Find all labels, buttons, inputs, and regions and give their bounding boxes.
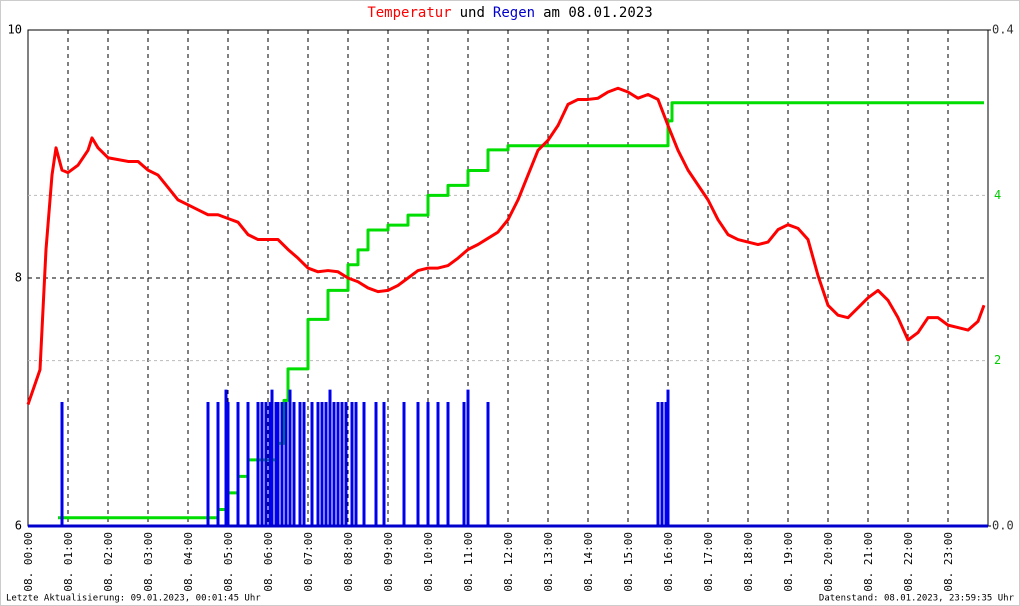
y-tick-label: 8: [15, 271, 22, 285]
x-tick-label: 08. 02:00: [102, 532, 115, 592]
x-tick-label: 08. 09:00: [382, 532, 395, 592]
x-tick-label: 08. 18:00: [742, 532, 755, 592]
x-tick-label: 08. 21:00: [862, 532, 875, 592]
x-tick-label: 08. 15:00: [622, 532, 635, 592]
title-part: Temperatur: [367, 5, 451, 21]
x-tick-label: 08. 23:00: [942, 532, 955, 592]
y3-tick-label: 0.4: [992, 23, 1014, 37]
title-part: und: [460, 5, 485, 21]
x-tick-label: 08. 10:00: [422, 532, 435, 592]
temperature-line: [26, 86, 986, 405]
x-tick-label: 08. 14:00: [582, 532, 595, 592]
x-tick-label: 08. 20:00: [822, 532, 835, 592]
x-tick-label: 08. 00:00: [22, 532, 35, 592]
y-tick-label: 10: [8, 23, 22, 37]
x-tick-label: 08. 04:00: [182, 532, 195, 592]
y3-tick-label: 0.0: [992, 519, 1014, 533]
rain-sum-line: [58, 101, 984, 520]
x-tick-label: 08. 08:00: [342, 532, 355, 592]
chart-title: Temperatur und Regen am 08.01.2023: [367, 5, 652, 21]
y2-tick-label: 2: [994, 353, 1001, 367]
x-tick-label: 08. 06:00: [262, 532, 275, 592]
title-part: Regen: [493, 5, 535, 21]
title-part: am 08.01.2023: [543, 5, 653, 21]
y2-tick-label: 4: [994, 188, 1001, 202]
x-tick-label: 08. 07:00: [302, 532, 315, 592]
x-tick-label: 08. 22:00: [902, 532, 915, 592]
x-tick-label: 08. 19:00: [782, 532, 795, 592]
y-tick-label: 6: [15, 519, 22, 533]
x-tick-label: 08. 05:00: [222, 532, 235, 592]
x-tick-label: 08. 03:00: [142, 532, 155, 592]
x-tick-label: 08. 13:00: [542, 532, 555, 592]
footer-left: Letzte Aktualisierung: 09.01.2023, 00:01…: [6, 594, 261, 604]
x-tick-label: 08. 17:00: [702, 532, 715, 592]
footer-right: Datenstand: 08.01.2023, 23:59:35 Uhr: [819, 594, 1015, 604]
x-tick-label: 08. 12:00: [502, 532, 515, 592]
x-tick-label: 08. 01:00: [62, 532, 75, 592]
x-tick-label: 08. 11:00: [462, 532, 475, 592]
x-tick-label: 08. 16:00: [662, 532, 675, 592]
